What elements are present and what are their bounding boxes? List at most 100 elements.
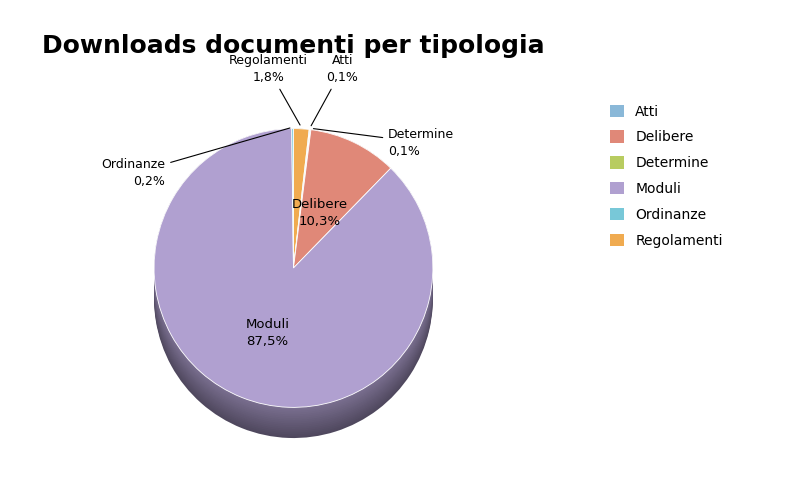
- Wedge shape: [293, 148, 390, 286]
- Wedge shape: [293, 136, 310, 275]
- Wedge shape: [291, 131, 293, 270]
- Wedge shape: [293, 138, 311, 277]
- Wedge shape: [291, 132, 293, 272]
- Wedge shape: [291, 156, 293, 295]
- Wedge shape: [293, 155, 390, 293]
- Wedge shape: [154, 145, 432, 424]
- Wedge shape: [291, 136, 293, 275]
- Wedge shape: [293, 138, 310, 277]
- Wedge shape: [293, 147, 310, 286]
- Wedge shape: [154, 132, 432, 411]
- Wedge shape: [293, 134, 390, 272]
- Wedge shape: [291, 141, 293, 281]
- Wedge shape: [293, 152, 309, 292]
- Wedge shape: [293, 142, 311, 281]
- Wedge shape: [293, 140, 390, 279]
- Wedge shape: [154, 141, 432, 420]
- Wedge shape: [293, 131, 309, 270]
- Wedge shape: [154, 147, 432, 425]
- Wedge shape: [293, 135, 311, 273]
- Wedge shape: [293, 154, 309, 293]
- Wedge shape: [154, 139, 432, 418]
- Wedge shape: [293, 137, 309, 277]
- Wedge shape: [293, 135, 310, 273]
- Wedge shape: [291, 134, 293, 273]
- Wedge shape: [293, 159, 311, 297]
- Wedge shape: [291, 143, 293, 282]
- Wedge shape: [154, 152, 432, 431]
- Wedge shape: [291, 158, 293, 297]
- Wedge shape: [293, 144, 390, 282]
- Wedge shape: [154, 159, 432, 438]
- Wedge shape: [293, 142, 390, 281]
- Wedge shape: [293, 130, 310, 268]
- Wedge shape: [293, 147, 309, 286]
- Wedge shape: [293, 130, 310, 268]
- Wedge shape: [154, 158, 432, 436]
- Wedge shape: [293, 146, 311, 284]
- Wedge shape: [293, 156, 309, 295]
- Wedge shape: [293, 155, 311, 293]
- Wedge shape: [293, 134, 309, 273]
- Text: Downloads documenti per tipologia: Downloads documenti per tipologia: [42, 34, 544, 58]
- Wedge shape: [293, 158, 309, 297]
- Wedge shape: [293, 129, 309, 268]
- Wedge shape: [291, 137, 293, 277]
- Wedge shape: [293, 159, 310, 297]
- Wedge shape: [293, 139, 390, 277]
- Wedge shape: [293, 136, 309, 275]
- Wedge shape: [293, 157, 390, 295]
- Wedge shape: [154, 143, 432, 422]
- Wedge shape: [293, 150, 309, 290]
- Text: Ordinanze
0,2%: Ordinanze 0,2%: [101, 128, 290, 188]
- Wedge shape: [293, 130, 311, 268]
- Wedge shape: [291, 147, 293, 286]
- Wedge shape: [291, 139, 293, 279]
- Wedge shape: [293, 131, 310, 270]
- Wedge shape: [293, 150, 390, 288]
- Wedge shape: [154, 129, 432, 408]
- Wedge shape: [154, 136, 432, 414]
- Wedge shape: [293, 151, 390, 290]
- Wedge shape: [293, 149, 310, 288]
- Legend: Atti, Delibere, Determine, Moduli, Ordinanze, Regolamenti: Atti, Delibere, Determine, Moduli, Ordin…: [604, 99, 728, 253]
- Wedge shape: [293, 132, 309, 272]
- Wedge shape: [293, 160, 311, 299]
- Wedge shape: [291, 150, 293, 290]
- Wedge shape: [293, 148, 311, 286]
- Wedge shape: [154, 154, 432, 433]
- Wedge shape: [293, 132, 311, 270]
- Wedge shape: [293, 143, 309, 282]
- Wedge shape: [293, 140, 311, 279]
- Wedge shape: [293, 144, 311, 282]
- Wedge shape: [293, 151, 310, 290]
- Wedge shape: [154, 137, 432, 416]
- Wedge shape: [293, 129, 309, 268]
- Wedge shape: [291, 159, 293, 299]
- Wedge shape: [293, 155, 310, 293]
- Wedge shape: [293, 161, 390, 299]
- Wedge shape: [293, 144, 310, 282]
- Wedge shape: [293, 148, 309, 288]
- Wedge shape: [293, 149, 311, 288]
- Wedge shape: [293, 130, 390, 268]
- Text: Regolamenti
1,8%: Regolamenti 1,8%: [229, 54, 308, 125]
- Wedge shape: [293, 137, 390, 275]
- Wedge shape: [293, 153, 310, 292]
- Wedge shape: [293, 160, 310, 299]
- Wedge shape: [293, 146, 390, 284]
- Wedge shape: [293, 137, 311, 275]
- Wedge shape: [293, 130, 390, 268]
- Wedge shape: [291, 152, 293, 292]
- Text: Determine
0,1%: Determine 0,1%: [313, 128, 454, 158]
- Wedge shape: [154, 148, 432, 427]
- Wedge shape: [291, 145, 293, 284]
- Wedge shape: [154, 134, 432, 413]
- Wedge shape: [293, 130, 311, 268]
- Wedge shape: [154, 156, 432, 435]
- Wedge shape: [293, 153, 311, 292]
- Wedge shape: [291, 129, 293, 268]
- Wedge shape: [293, 142, 310, 281]
- Text: Moduli
87,5%: Moduli 87,5%: [245, 318, 289, 348]
- Wedge shape: [291, 129, 293, 268]
